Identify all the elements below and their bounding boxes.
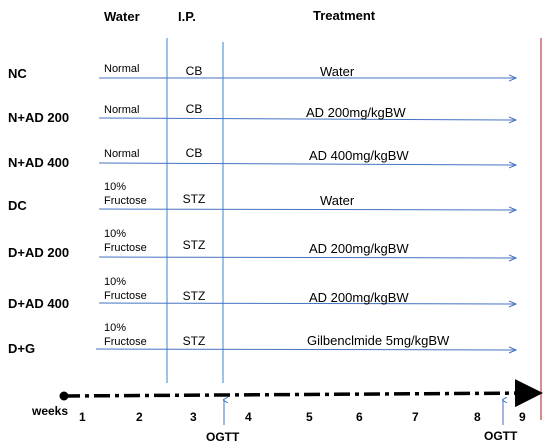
header-treatment: Treatment	[313, 8, 376, 23]
water-d-ad-200: 10% Fructose	[104, 228, 147, 254]
ip-d-ad-200: STZ	[182, 238, 206, 252]
water-n-ad-200: Normal	[104, 104, 140, 116]
treatment-nc: Water	[320, 64, 355, 79]
group-arrow-d-ad-200	[98, 257, 516, 258]
ip-n-ad-400: CB	[185, 146, 203, 160]
group-arrow-dc	[98, 209, 516, 210]
week-6: 6	[356, 410, 363, 424]
ip-d-ad-400: STZ	[182, 289, 206, 303]
treatment-n-ad-200: AD 200mg/kgBW	[306, 105, 406, 120]
week-1: 1	[79, 410, 86, 424]
group-label-dc: DC	[8, 198, 27, 213]
ip-n-ad-200: CB	[185, 102, 203, 116]
water-nc: Normal	[104, 63, 140, 75]
week-7: 7	[412, 410, 419, 424]
treatment-d-g: Gilbenclmide 5mg/kgBW	[307, 333, 450, 348]
week-4: 4	[245, 410, 252, 424]
ogtt-label-2: OGTT	[484, 429, 518, 443]
week-8: 8	[474, 410, 481, 424]
ogtt-label-1: OGTT	[206, 430, 240, 444]
treatment-d-ad-400: AD 200mg/kgBW	[309, 290, 409, 305]
treatment-d-ad-200: AD 200mg/kgBW	[309, 241, 409, 256]
group-label-nc: NC	[8, 66, 27, 81]
treatment-n-ad-400: AD 400mg/kgBW	[309, 148, 409, 163]
week-3: 3	[190, 410, 197, 424]
timeline-label-weeks: weeks	[32, 404, 69, 418]
ip-d-g: STZ	[182, 334, 206, 348]
treatment-dc: Water	[320, 193, 355, 208]
water-dc: 10% Fructose	[104, 181, 147, 207]
header-ip: I.P.	[178, 9, 196, 24]
ip-dc: STZ	[182, 192, 206, 206]
water-d-g: 10% Fructose	[104, 322, 147, 348]
ip-nc: CB	[185, 64, 203, 78]
group-label-d-ad-400: D+AD 400	[8, 296, 70, 311]
group-label-n-ad-200: N+AD 200	[8, 110, 70, 125]
week-2: 2	[136, 410, 143, 424]
timeline-axis	[63, 379, 543, 408]
water-d-ad-400: 10% Fructose	[104, 276, 147, 302]
week-9: 9	[519, 410, 526, 424]
group-arrow-n-ad-400	[98, 163, 516, 165]
week-5: 5	[306, 410, 313, 424]
group-label-d-ad-200: D+AD 200	[8, 245, 70, 260]
group-label-d-g: D+G	[8, 341, 36, 356]
group-arrow-n-ad-200	[98, 118, 516, 120]
group-arrow-d-g	[95, 349, 516, 350]
header-water: Water	[104, 9, 140, 24]
group-arrow-d-ad-400	[98, 303, 516, 304]
water-n-ad-400: Normal	[104, 148, 140, 160]
group-label-n-ad-400: N+AD 400	[8, 155, 70, 170]
